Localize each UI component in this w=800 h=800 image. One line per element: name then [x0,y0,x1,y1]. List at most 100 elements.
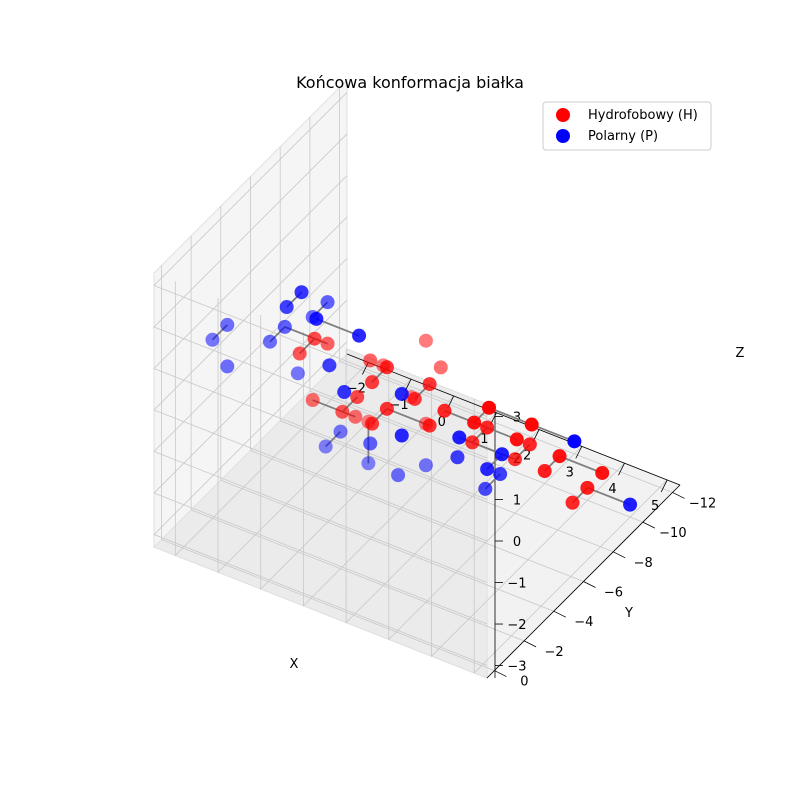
polar-point [322,358,337,373]
grid-line-x [345,348,540,624]
polar-point [318,439,333,454]
hydrophobic-point [407,391,422,406]
bond-line [316,318,360,337]
hydrophobic-point [509,432,524,447]
hydrophobic-point [565,495,580,510]
polar-point [394,386,409,401]
grid-line-y [190,235,525,642]
z-tick-label: −3 [507,660,526,675]
polar-point [263,334,277,349]
grid-line-z [153,216,488,542]
y-tick [672,492,685,499]
grid-line-x [431,382,625,658]
grid-line-y [339,87,673,493]
hydrophobic-point [379,360,394,375]
hydrophobic-point [580,480,595,495]
polar-point [220,317,235,332]
bond-line [531,423,575,443]
x-tick [618,462,625,476]
x-tick-label: 5 [651,499,659,514]
x-tick-label: 4 [608,482,616,497]
hydrophobic-point [418,333,433,348]
hydrophobic-point [348,409,363,424]
polar-point [452,430,467,445]
bond-line [488,406,533,426]
x-tick-label: −1 [389,398,408,413]
z-tick-label: −1 [507,577,526,592]
hydrophobic-point [350,390,365,405]
y-tick [613,551,626,559]
x-tick-label: 0 [438,415,446,430]
y-tick [553,610,566,618]
axis-panes [153,78,681,679]
z-tick-label: −2 [507,618,526,633]
grid-line-z [153,92,488,417]
polar-point [450,450,465,465]
grid-line-y [161,265,495,671]
hydrophobic-point [320,336,335,351]
grid-line-y [220,206,554,612]
y-tick [583,581,596,588]
y-tick-label: 0 [520,675,528,690]
grid-line-x [260,314,455,590]
polar-point [279,300,294,315]
hydrophobic-point [465,435,480,450]
y-tick-label: −4 [574,615,593,630]
y-tick [523,640,537,648]
polar-point [418,458,433,473]
grid-line-x [217,298,412,574]
hydrophobic-point [433,360,448,375]
grid-line-y [279,146,614,553]
polar-point [480,462,495,477]
x-tick-label: 2 [523,449,531,464]
x-tick [575,446,583,459]
hydrophobic-point [307,331,322,346]
polar-point [352,328,367,343]
polar-point [290,366,305,381]
y-tick-label: −12 [689,496,716,511]
grid-line-x [473,398,668,674]
hydrophobic-point [524,417,539,432]
hydrophobic-point [379,401,394,416]
y-tick [642,521,656,529]
bond-line [587,486,631,506]
polar-point [567,434,582,449]
hydrophobic-point [422,377,437,392]
x-tick-label: 1 [480,432,488,447]
z-axis-label: Z [736,346,745,361]
hydrophobic-point [595,465,610,480]
legend-label-polar: Polarny (P) [588,129,658,144]
hydrophobic-point [365,416,380,431]
grid-line-z [153,133,488,459]
x-tick-label: 3 [566,465,574,480]
polar-point [478,481,493,496]
hydrophobic-point [537,464,552,479]
x-tick [660,479,668,493]
legend-marker-hydrophobic [556,108,570,122]
y-tick-label: −8 [634,556,653,571]
hydrophobic-point [335,404,350,419]
y-tick [494,670,507,677]
hydrophobic-point [292,346,307,361]
legend-marker-polar [556,129,570,143]
y-axis-label: Y [624,606,633,621]
hydrophobic-point [363,353,378,368]
polar-point [277,319,292,334]
z-tick-label: 0 [513,535,521,550]
y-tick-label: −10 [659,526,686,541]
polar-point [495,447,509,462]
grid-line-x [174,281,369,557]
polar-point [363,436,378,451]
polar-point [205,332,220,347]
grid-line-z [153,175,488,500]
grid-line-z [153,341,488,666]
hydrophobic-point [508,452,522,467]
hydrophobic-point [437,403,452,418]
polar-point [220,359,235,374]
hydrophobic-point [305,393,320,408]
grid-line-z [153,299,488,625]
legend: Hydrofobowy (H) Polarny (P) [542,101,712,151]
residue-points [205,285,638,512]
polar-point [623,497,638,512]
